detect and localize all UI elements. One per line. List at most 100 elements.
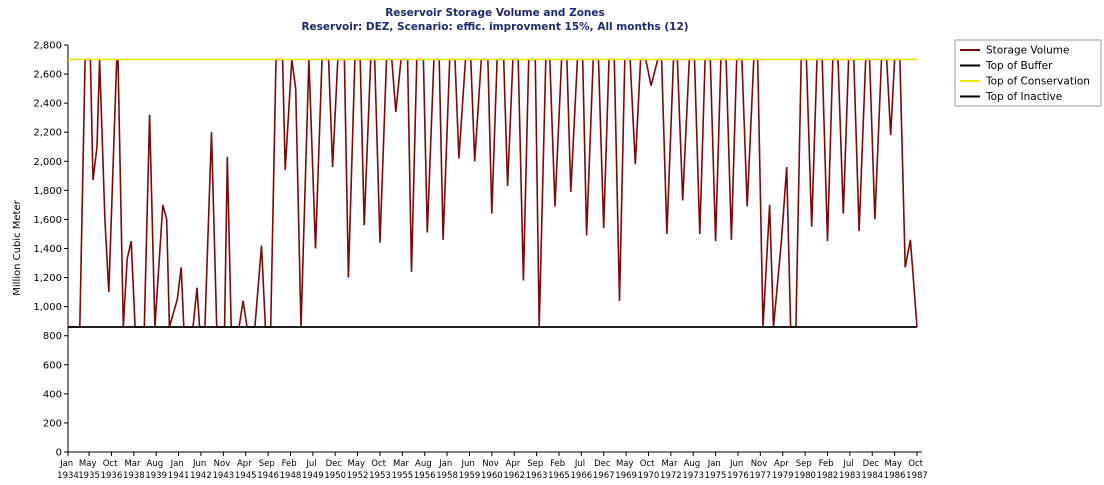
x-tick-month: Nov (751, 459, 770, 469)
x-tick-label: Oct 1970 (638, 459, 660, 481)
x-tick-month: Jul (842, 459, 856, 469)
x-tick-month: May (79, 459, 99, 469)
x-tick-year: 1959 (459, 471, 481, 481)
x-tick-label: Aug 1939 (145, 459, 167, 481)
x-tick-month: Mar (393, 459, 412, 469)
y-axis-label: Million Cubic Meter (12, 199, 23, 295)
x-tick-year: 1941 (168, 471, 190, 481)
x-tick-label: Sep 1980 (794, 459, 816, 481)
x-tick-label: May 1969 (615, 459, 637, 481)
x-tick-year: 1953 (369, 471, 391, 481)
y-tick-label: 400 (43, 389, 62, 400)
x-tick-month: Jan (438, 459, 455, 469)
chart-title: Reservoir Storage Volume and Zones (385, 7, 605, 19)
x-tick-year: 1963 (526, 471, 548, 481)
series-line (68, 58, 918, 328)
x-tick-month: Jun (192, 459, 209, 469)
x-tick-label: Jul 1949 (302, 459, 324, 481)
y-tick-label: 200 (43, 418, 62, 429)
x-tick-label: Feb 1982 (817, 459, 839, 481)
y-tick-label: 1,200 (33, 273, 62, 284)
x-tick-label: Apr 1962 (503, 459, 525, 481)
x-tick-label: Jun 1976 (727, 459, 749, 481)
x-tick-month: Sep (259, 459, 278, 469)
x-tick-year: 1966 (571, 471, 593, 481)
x-tick-label: Mar 1955 (392, 459, 414, 481)
x-tick-year: 1943 (213, 471, 235, 481)
x-tick-month: Oct (640, 459, 657, 469)
x-tick-month: Aug (147, 459, 166, 469)
x-tick-month: May (884, 459, 904, 469)
x-tick-label: Dec 1967 (593, 459, 615, 481)
x-tick-label: Jan 1958 (436, 459, 458, 481)
x-tick-month: Sep (527, 459, 546, 469)
x-tick-year: 1935 (78, 471, 100, 481)
x-tick-month: Feb (550, 459, 568, 469)
y-tick-label: 0 (56, 448, 62, 459)
x-tick-month: Jun (460, 459, 477, 469)
x-tick-month: Aug (684, 459, 703, 469)
x-tick-month: Jun (729, 459, 746, 469)
x-tick-year: 1967 (593, 471, 615, 481)
x-tick-label: Apr 1979 (772, 459, 794, 481)
x-tick-year: 1955 (392, 471, 414, 481)
x-tick-month: Oct (908, 459, 925, 469)
x-tick-label: Feb 1965 (548, 459, 570, 481)
x-tick-year: 1975 (705, 471, 727, 481)
x-tick-year: 1969 (615, 471, 637, 481)
x-tick-year: 1982 (817, 471, 839, 481)
x-tick-label: Jun 1959 (459, 459, 481, 481)
x-tick-year: 1960 (481, 471, 503, 481)
y-tick-label: 2,200 (33, 128, 62, 139)
y-tick-label: 2,800 (33, 41, 62, 52)
chart-subtitle: Reservoir: DEZ, Scenario: effic. improvm… (301, 21, 688, 33)
x-tick-label: May 1935 (78, 459, 100, 481)
y-tick-label: 1,600 (33, 215, 62, 226)
x-tick-year: 1965 (548, 471, 570, 481)
x-tick-month: Jan (170, 459, 187, 469)
x-tick-month: Nov (482, 459, 501, 469)
x-tick-month: Oct (103, 459, 120, 469)
x-tick-label: Mar 1972 (660, 459, 682, 481)
x-tick-month: Nov (214, 459, 233, 469)
x-tick-year: 1979 (772, 471, 794, 481)
x-tick-label: May 1952 (347, 459, 369, 481)
x-tick-month: Dec (594, 459, 613, 469)
x-tick-label: Nov 1960 (481, 459, 503, 481)
x-tick-year: 1970 (638, 471, 660, 481)
x-tick-month: Jul (305, 459, 319, 469)
x-tick-year: 1980 (794, 471, 816, 481)
y-tick-label: 1,000 (33, 302, 62, 313)
x-tick-year: 1973 (682, 471, 704, 481)
legend-label: Storage Volume (986, 45, 1069, 57)
x-tick-label: Dec 1984 (861, 459, 883, 481)
x-tick-year: 1938 (123, 471, 145, 481)
x-tick-month: Dec (326, 459, 345, 469)
x-tick-label: Apr 1945 (235, 459, 257, 481)
x-tick-label: Oct 1987 (906, 459, 928, 481)
x-tick-month: Aug (415, 459, 434, 469)
x-tick-label: Jul 1966 (571, 459, 593, 481)
x-tick-year: 1977 (750, 471, 772, 481)
x-tick-label: Jan 1934 (57, 459, 79, 481)
x-tick-label: Nov 1943 (213, 459, 235, 481)
x-tick-month: Apr (774, 459, 791, 469)
x-tick-label: Sep 1946 (257, 459, 279, 481)
x-tick-month: Jan (59, 459, 76, 469)
x-tick-label: May 1986 (884, 459, 906, 481)
x-tick-year: 1942 (190, 471, 212, 481)
x-tick-label: Aug 1956 (414, 459, 436, 481)
x-tick-year: 1945 (235, 471, 257, 481)
x-tick-month: May (616, 459, 636, 469)
y-tick-label: 1,800 (33, 186, 62, 197)
x-tick-label: Sep 1963 (526, 459, 548, 481)
x-tick-year: 1983 (839, 471, 861, 481)
x-tick-month: Feb (282, 459, 300, 469)
y-tick-label: 2,400 (33, 99, 62, 110)
y-tick-label: 2,000 (33, 157, 62, 168)
y-tick-label: 1,400 (33, 244, 62, 255)
x-tick-year: 1934 (57, 471, 79, 481)
x-tick-label: Jun 1942 (190, 459, 212, 481)
x-tick-year: 1949 (302, 471, 324, 481)
